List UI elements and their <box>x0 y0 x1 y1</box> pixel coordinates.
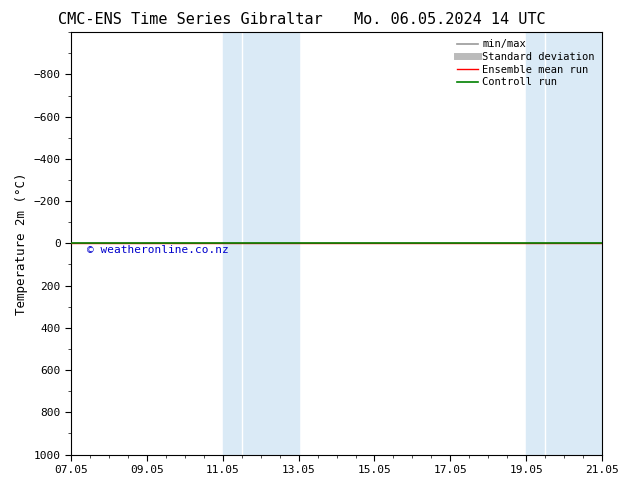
Y-axis label: Temperature 2m (°C): Temperature 2m (°C) <box>15 172 28 315</box>
Bar <box>526 32 602 455</box>
Text: Mo. 06.05.2024 14 UTC: Mo. 06.05.2024 14 UTC <box>354 12 546 27</box>
Text: © weatheronline.co.nz: © weatheronline.co.nz <box>87 245 229 255</box>
Bar <box>223 32 299 455</box>
Text: CMC-ENS Time Series Gibraltar: CMC-ENS Time Series Gibraltar <box>58 12 323 27</box>
Legend: min/max, Standard deviation, Ensemble mean run, Controll run: min/max, Standard deviation, Ensemble me… <box>453 35 599 92</box>
